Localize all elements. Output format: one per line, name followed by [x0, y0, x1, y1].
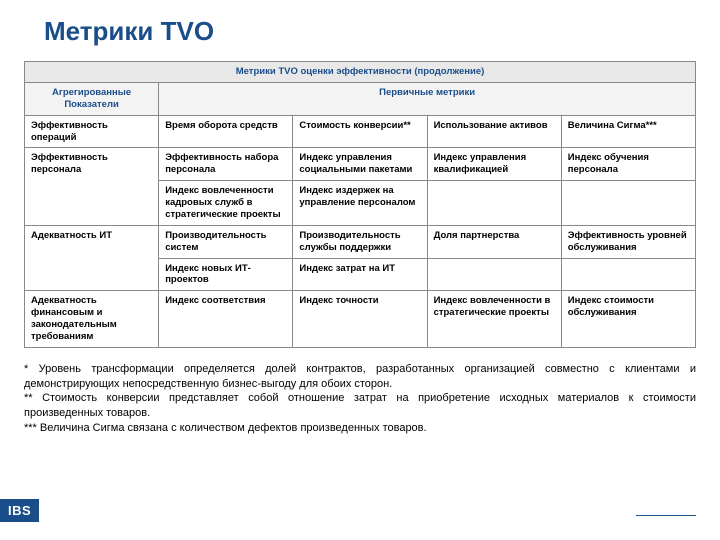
metric-cell: Эффективность уровней обслуживания	[561, 225, 695, 258]
metric-cell: Индекс вовлеченности в стратегические пр…	[427, 291, 561, 348]
table-row-caption: Метрики TVO оценки эффективности (продол…	[25, 62, 696, 83]
row-label: Адекватность ИТ	[25, 225, 159, 291]
metric-cell: Величина Сигма***	[561, 115, 695, 148]
col-header-primary: Первичные метрики	[159, 82, 696, 115]
metric-cell: Время оборота средств	[159, 115, 293, 148]
footnotes: * Уровень трансформации определяется дол…	[24, 362, 696, 436]
metric-cell: Индекс обучения персонала	[561, 148, 695, 181]
metric-cell: Доля партнерства	[427, 225, 561, 258]
footnote-3: *** Величина Сигма связана с количеством…	[24, 421, 696, 436]
metric-cell	[427, 181, 561, 226]
metric-cell	[561, 181, 695, 226]
metric-cell: Индекс новых ИТ-проектов	[159, 258, 293, 291]
row-label: Эффективность персонала	[25, 148, 159, 225]
metric-cell: Индекс затрат на ИТ	[293, 258, 427, 291]
table-row: Адекватность финансовым и законодательны…	[25, 291, 696, 348]
metric-cell: Индекс вовлеченности кадровых служб в ст…	[159, 181, 293, 226]
table-row: Эффективность персонала Эффективность на…	[25, 148, 696, 181]
footnote-2: ** Стоимость конверсии представляет собо…	[24, 391, 696, 421]
metric-cell	[561, 258, 695, 291]
metric-cell	[427, 258, 561, 291]
metric-cell: Использование активов	[427, 115, 561, 148]
brand-logo: IBS	[0, 499, 39, 522]
metric-cell: Индекс управления квалификацией	[427, 148, 561, 181]
col-header-aggregated: Агрегированные Показатели	[25, 82, 159, 115]
table-row-headers: Агрегированные Показатели Первичные метр…	[25, 82, 696, 115]
metric-cell: Индекс соответствия	[159, 291, 293, 348]
page-title: Метрики TVO	[44, 16, 696, 47]
metric-cell: Индекс управления социальными пакетами	[293, 148, 427, 181]
table-caption: Метрики TVO оценки эффективности (продол…	[25, 62, 696, 83]
metric-cell: Эффективность набора персонала	[159, 148, 293, 181]
metrics-table: Метрики TVO оценки эффективности (продол…	[24, 61, 696, 348]
table-row: Эффективность операций Время оборота сре…	[25, 115, 696, 148]
row-label: Адекватность финансовым и законодательны…	[25, 291, 159, 348]
decorative-rule	[636, 515, 696, 516]
metric-cell: Производительность службы поддержки	[293, 225, 427, 258]
row-label: Эффективность операций	[25, 115, 159, 148]
footnote-1: * Уровень трансформации определяется дол…	[24, 362, 696, 392]
table-row: Адекватность ИТ Производительность систе…	[25, 225, 696, 258]
metric-cell: Индекс издержек на управление персоналом	[293, 181, 427, 226]
metric-cell: Производительность систем	[159, 225, 293, 258]
metric-cell: Индекс стоимости обслуживания	[561, 291, 695, 348]
metric-cell: Стоимость конверсии**	[293, 115, 427, 148]
metric-cell: Индекс точности	[293, 291, 427, 348]
